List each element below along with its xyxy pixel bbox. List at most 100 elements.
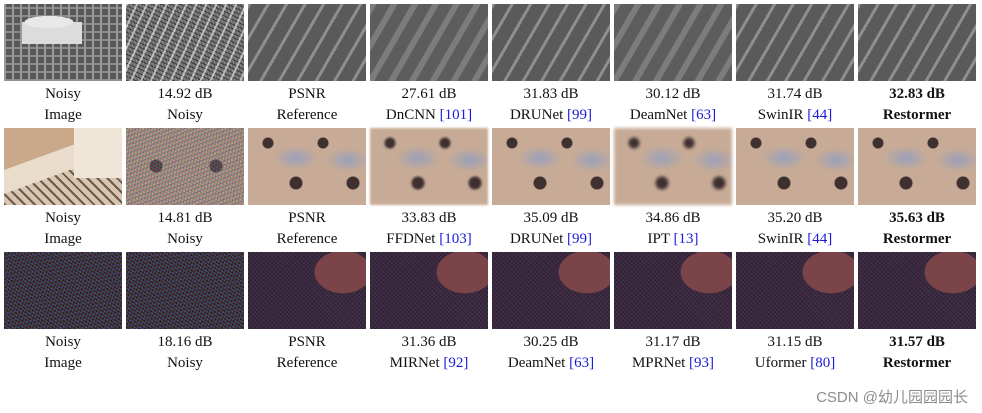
cell-caption-bottom: Noisy xyxy=(167,107,203,123)
cell-caption-top: 35.20 dB xyxy=(767,210,823,226)
noisy-image-thumbnail xyxy=(4,128,122,205)
cell-caption-bottom: Image xyxy=(44,231,82,247)
cell-caption-top: 31.57 dB xyxy=(889,334,945,350)
citation-link[interactable]: [93] xyxy=(689,355,715,371)
figure-cell: 30.12 dB DeamNet [63] xyxy=(614,4,732,139)
method-result-image xyxy=(492,4,610,81)
cell-caption-bottom: Noisy xyxy=(167,355,203,371)
cell-caption-top: 31.74 dB xyxy=(767,86,823,102)
cell-caption-top: 31.83 dB xyxy=(523,86,579,102)
cell-caption-top: 18.16 dB xyxy=(157,334,213,350)
cell-caption-top: 35.09 dB xyxy=(523,210,579,226)
noisy-patch-image xyxy=(126,4,244,81)
cell-caption-top: 14.92 dB xyxy=(157,86,213,102)
method-result-image xyxy=(492,252,610,329)
cell-caption-top: 31.17 dB xyxy=(645,334,701,350)
figure-cell: Noisy Image xyxy=(4,4,122,139)
cell-caption-top: Noisy xyxy=(45,210,81,226)
reference-patch-image xyxy=(248,128,366,205)
restormer-result-image xyxy=(858,252,976,329)
figure-row-1: Noisy Image 14.92 dB Noisy PSNR Referenc… xyxy=(4,4,978,139)
citation-link[interactable]: [44] xyxy=(807,107,833,123)
citation-link[interactable]: [63] xyxy=(569,355,595,371)
cell-caption-top: 33.83 dB xyxy=(401,210,457,226)
method-result-image xyxy=(614,4,732,81)
reference-patch-image xyxy=(248,4,366,81)
citation-link[interactable]: [13] xyxy=(673,231,699,247)
noisy-patch-image xyxy=(126,252,244,329)
method-result-image xyxy=(736,252,854,329)
method-name: DRUNet xyxy=(509,107,564,123)
method-name: FFDNet xyxy=(386,231,436,247)
method-name: DeamNet xyxy=(629,107,688,123)
figure-cell: 35.63 dB Restormer xyxy=(858,128,976,263)
cell-caption-bottom: DRUNet [99] xyxy=(488,229,614,249)
cell-caption-top: 14.81 dB xyxy=(157,210,213,226)
citation-link[interactable]: [103] xyxy=(439,231,472,247)
denoising-comparison-figure: Noisy Image 14.92 dB Noisy PSNR Referenc… xyxy=(4,4,978,409)
figure-cell: 35.09 dB DRUNet [99] xyxy=(492,128,610,263)
method-name: SwinIR xyxy=(757,231,804,247)
cell-caption-bottom: DRUNet [99] xyxy=(488,105,614,125)
citation-link[interactable]: [63] xyxy=(691,107,717,123)
figure-cell: 31.15 dB Uformer [80] xyxy=(736,252,854,387)
figure-row-3: Noisy Image 18.16 dB Noisy PSNR Referenc… xyxy=(4,252,978,387)
cell-caption-bottom: FFDNet [103] xyxy=(366,229,492,249)
cell-caption-top: 27.61 dB xyxy=(401,86,457,102)
citation-link[interactable]: [101] xyxy=(439,107,473,123)
cell-caption-top: Noisy xyxy=(45,86,81,102)
method-name: IPT xyxy=(647,231,670,247)
citation-link[interactable]: [80] xyxy=(810,355,836,371)
cell-caption-bottom: DeamNet [63] xyxy=(610,105,736,125)
cell-caption-top: 30.25 dB xyxy=(523,334,579,350)
method-name: SwinIR xyxy=(757,107,804,123)
figure-cell: 31.83 dB DRUNet [99] xyxy=(492,4,610,139)
cell-caption-top: PSNR xyxy=(288,334,326,350)
cell-caption-bottom: DeamNet [63] xyxy=(488,353,614,373)
figure-cell: 34.86 dB IPT [13] xyxy=(614,128,732,263)
method-name: DnCNN xyxy=(385,107,436,123)
cell-caption-bottom: DnCNN [101] xyxy=(366,105,492,125)
cell-caption-top: PSNR xyxy=(288,86,326,102)
cell-caption-bottom: SwinIR [44] xyxy=(732,229,858,249)
method-result-image xyxy=(370,128,488,205)
figure-cell: Noisy Image xyxy=(4,252,122,387)
method-name: DeamNet xyxy=(507,355,566,371)
method-name: Uformer xyxy=(754,355,807,371)
cell-caption-bottom: Reference xyxy=(276,107,338,123)
figure-cell: 31.74 dB SwinIR [44] xyxy=(736,4,854,139)
figure-cell: 33.83 dB FFDNet [103] xyxy=(370,128,488,263)
citation-link[interactable]: [99] xyxy=(567,231,593,247)
figure-cell: 31.36 dB MIRNet [92] xyxy=(370,252,488,387)
citation-link[interactable]: [99] xyxy=(567,107,593,123)
figure-cell: 35.20 dB SwinIR [44] xyxy=(736,128,854,263)
cell-caption-top: PSNR xyxy=(288,210,326,226)
figure-cell: 14.92 dB Noisy xyxy=(126,4,244,139)
cell-caption-top: 31.15 dB xyxy=(767,334,823,350)
cell-caption-bottom: Uformer [80] xyxy=(732,353,858,373)
figure-cell: 31.17 dB MPRNet [93] xyxy=(614,252,732,387)
method-name: DRUNet xyxy=(509,231,564,247)
cell-caption-top: Noisy xyxy=(45,334,81,350)
cell-caption-bottom: Reference xyxy=(276,355,338,371)
citation-link[interactable]: [92] xyxy=(443,355,469,371)
restormer-result-image xyxy=(858,4,976,81)
cell-caption-bottom: IPT [13] xyxy=(610,229,736,249)
method-name: MIRNet xyxy=(389,355,440,371)
cell-caption-bottom: Reference xyxy=(276,231,338,247)
figure-cell: 27.61 dB DnCNN [101] xyxy=(370,4,488,139)
method-result-image xyxy=(614,128,732,205)
cell-caption-bottom: Restormer xyxy=(882,355,952,371)
csdn-watermark: CSDN @幼儿园园园长 xyxy=(816,389,968,406)
cell-caption-bottom: Image xyxy=(44,107,82,123)
citation-link[interactable]: [44] xyxy=(807,231,833,247)
cell-caption-bottom: Restormer xyxy=(882,231,952,247)
cell-caption-top: 34.86 dB xyxy=(645,210,701,226)
cell-caption-bottom: MIRNet [92] xyxy=(366,353,492,373)
cell-caption-top: 30.12 dB xyxy=(645,86,701,102)
figure-cell: PSNR Reference xyxy=(248,252,366,387)
noisy-image-thumbnail xyxy=(4,4,122,81)
figure-cell: PSNR Reference xyxy=(248,4,366,139)
figure-row-2: Noisy Image 14.81 dB Noisy PSNR Referenc… xyxy=(4,128,978,263)
cell-caption-bottom: SwinIR [44] xyxy=(732,105,858,125)
